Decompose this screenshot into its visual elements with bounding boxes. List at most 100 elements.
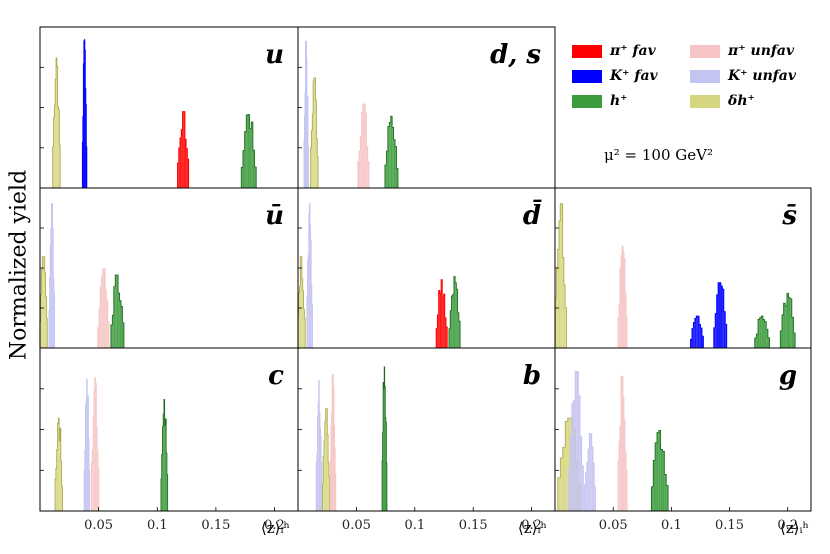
hist-bar (84, 49, 86, 188)
hist-bar (246, 114, 248, 188)
hist-series (177, 111, 190, 188)
hist-bar (623, 251, 625, 348)
hist-bar (163, 399, 165, 511)
hist-bar (780, 330, 782, 348)
hist-bar (618, 304, 620, 348)
hist-series (90, 377, 100, 511)
hist-series (384, 115, 399, 188)
hist-bar (100, 286, 102, 348)
hist-bar (327, 434, 329, 511)
hist-bar (56, 449, 58, 511)
hist-bar (697, 316, 700, 348)
legend-label: π⁺ unfav (728, 43, 795, 59)
panel-6: b (315, 361, 541, 511)
hist-bar (164, 425, 166, 511)
hist-series (297, 256, 306, 348)
hist-bar (309, 203, 311, 348)
hist-bar (97, 450, 99, 511)
hist-bar (241, 167, 243, 188)
x-tick-label: 0.05 (599, 518, 628, 533)
hist-bar (451, 296, 453, 348)
hist-bar (690, 339, 692, 348)
hist-bar (102, 268, 104, 348)
hist-bar (437, 314, 439, 348)
hist-bar (436, 328, 438, 348)
hist-bar (618, 441, 620, 511)
hist-bar (625, 293, 627, 348)
panel-frame (554, 187, 812, 349)
hist-series (583, 433, 596, 511)
hist-bar (764, 321, 767, 348)
hist-outline (177, 111, 190, 188)
hist-bar (163, 414, 164, 511)
hist-bar (84, 450, 86, 511)
hist-outline (448, 276, 461, 348)
hist-bar (166, 453, 167, 511)
panel-flavor-label: c (268, 361, 284, 391)
legend-label: δh⁺ (728, 93, 755, 109)
hist-outline (321, 408, 331, 511)
hist-bar (323, 440, 325, 511)
hist-bar (458, 321, 461, 348)
hist-series (240, 114, 257, 188)
hist-bar (313, 77, 315, 188)
hist-bar (588, 449, 590, 511)
x-tick-label: 0.05 (84, 518, 113, 533)
hist-bar (438, 290, 440, 348)
panel-frame (39, 347, 299, 512)
panel-flavor-label: b (523, 361, 541, 391)
hist-bar (315, 100, 317, 188)
hist-bar (625, 452, 627, 511)
hist-bar (307, 261, 309, 348)
hist-bar (389, 122, 391, 188)
legend-item: π⁺ unfav (690, 42, 794, 60)
hist-bar (793, 332, 796, 348)
hist-outline (39, 256, 48, 348)
panel-4: s̄ (554, 201, 797, 348)
hist-bar (366, 146, 368, 188)
hist-bar (41, 269, 43, 348)
hist-series (448, 276, 461, 348)
hist-series (435, 279, 448, 348)
hist-bar (621, 246, 623, 348)
x-tick-label: 0.05 (342, 518, 371, 533)
hist-bar (722, 289, 724, 348)
hist-outline (690, 315, 704, 348)
hist-series (83, 378, 91, 511)
hist-bar (57, 106, 59, 188)
hist-bar (92, 449, 94, 511)
legend-label: K⁺ fav (610, 68, 658, 84)
hist-bar (558, 221, 561, 348)
hist-bar (580, 436, 582, 511)
hist-bar (568, 469, 571, 511)
hist-outline (357, 103, 370, 188)
hist-bar (362, 103, 365, 188)
hist-bar (249, 128, 252, 188)
hist-bar (754, 338, 757, 348)
hist-outline (779, 292, 796, 348)
hist-bar (664, 474, 667, 511)
x-axis-label: ⟨z⟩ᵢʰ (518, 519, 547, 537)
hist-bar (54, 105, 56, 188)
hist-bar (183, 111, 185, 188)
hist-bar (317, 156, 319, 188)
hist-bar (254, 166, 257, 188)
hist-bar (308, 213, 310, 348)
hist-bar (694, 318, 697, 348)
hist-bar (385, 417, 387, 511)
hist-series (381, 366, 388, 511)
hist-bar (626, 470, 628, 511)
hist-bar (308, 254, 309, 348)
hist-bar (786, 293, 789, 348)
panel-frame (39, 26, 299, 189)
panel-3: d̄ (297, 199, 542, 348)
hist-bar (43, 256, 44, 348)
hist-bar (623, 398, 625, 511)
hist-bar (359, 150, 361, 188)
hist-outline (160, 399, 169, 511)
hist-series (329, 374, 337, 511)
hist-bar (783, 303, 786, 348)
hist-outline (435, 279, 448, 348)
hist-bar (571, 403, 574, 511)
hist-bar (182, 111, 184, 188)
